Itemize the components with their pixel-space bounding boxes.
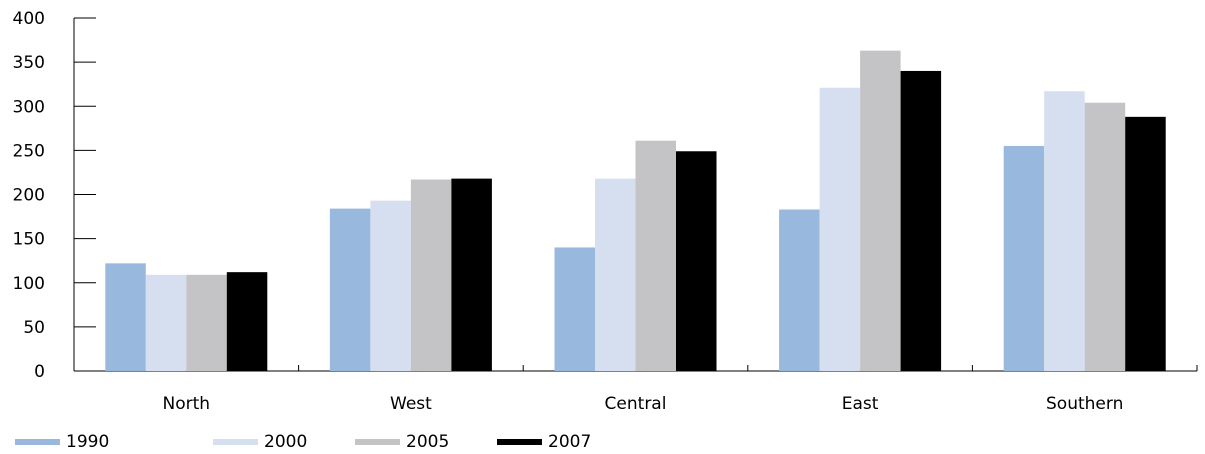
legend-swatch-2000	[213, 439, 258, 445]
bar-2000-southern	[1044, 91, 1085, 371]
bar-1990-east	[779, 209, 820, 371]
y-tick-label: 100	[13, 274, 45, 294]
bar-2005-central	[635, 140, 676, 371]
legend-label-2000: 2000	[264, 432, 307, 452]
bar-2007-central	[676, 151, 717, 371]
legend-label-2007: 2007	[548, 432, 591, 452]
bar-2000-central	[595, 178, 636, 371]
bar-2000-east	[819, 87, 861, 371]
bar-2007-north	[226, 272, 268, 371]
legend-swatch-2005	[355, 439, 400, 445]
bar-1990-west	[329, 208, 371, 371]
legend-label-2005: 2005	[406, 432, 449, 452]
x-category-label: North	[163, 394, 211, 414]
bar-2005-southern	[1084, 102, 1126, 371]
x-category-label: Southern	[1046, 394, 1123, 414]
bar-2005-west	[410, 179, 452, 371]
y-tick-label: 200	[13, 186, 45, 206]
x-category-label: West	[390, 394, 432, 414]
bar-1990-central	[554, 247, 595, 371]
x-category-label: East	[842, 394, 879, 414]
legend-swatch-1990	[15, 439, 60, 445]
bar-2007-west	[451, 178, 492, 371]
bar-2005-north	[186, 274, 227, 371]
x-axis-ticks: North West Central East Southern	[163, 365, 1198, 414]
bar-1990-north	[105, 263, 146, 371]
y-tick-label: 350	[13, 53, 45, 73]
y-tick-label: 150	[13, 230, 45, 250]
bar-1990-southern	[1003, 145, 1045, 371]
y-axis-ticks: 0 50 100 150 200 250 300 350 400	[13, 9, 96, 382]
x-category-label: Central	[605, 394, 667, 414]
y-tick-label: 300	[13, 97, 45, 117]
y-tick-label: 400	[13, 9, 45, 29]
bar-2000-north	[145, 274, 187, 371]
legend-label-1990: 1990	[66, 432, 109, 452]
y-tick-label: 0	[34, 362, 45, 382]
bar-2000-west	[370, 200, 411, 371]
bar-2007-southern	[1125, 116, 1166, 371]
bar-series-group	[105, 50, 1166, 372]
legend: 1990 2000 2005 2007	[15, 432, 591, 452]
y-tick-label: 250	[13, 141, 45, 161]
bar-2005-east	[860, 50, 901, 372]
legend-swatch-2007	[497, 439, 542, 445]
bar-2007-east	[900, 70, 942, 371]
y-tick-label: 50	[23, 318, 45, 338]
